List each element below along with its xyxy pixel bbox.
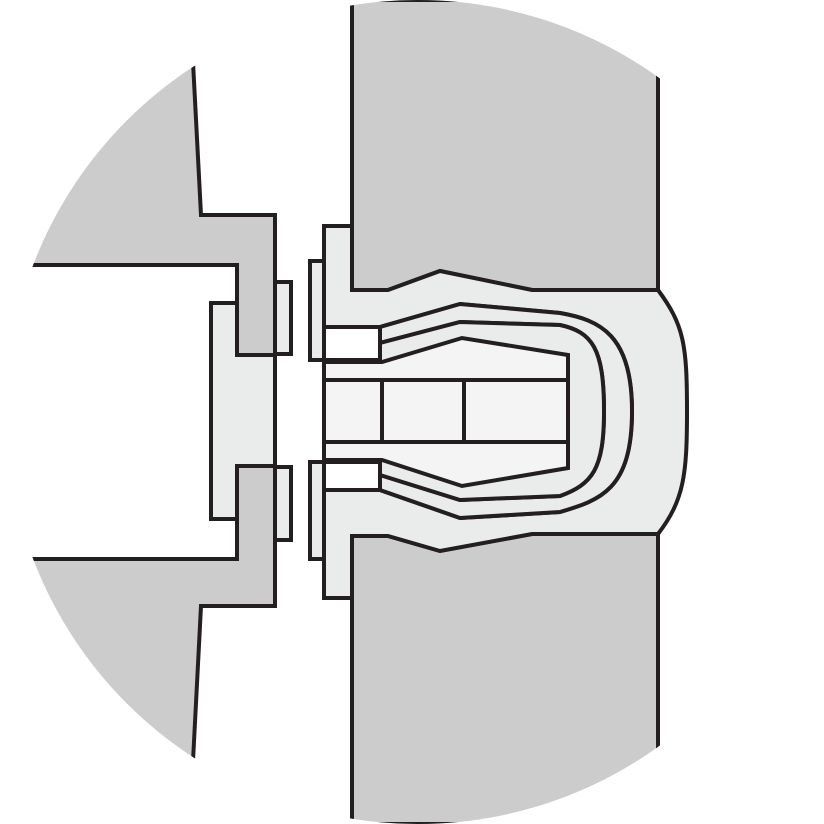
- washer-lower: [273, 465, 293, 542]
- washer-upper: [273, 280, 293, 356]
- fastener-flange-upper: [308, 259, 326, 362]
- right-panel-lower: [350, 532, 660, 824]
- detail-callout-circle: [6, 0, 690, 824]
- inner-core-body: [322, 378, 570, 444]
- fastener-flange-lower: [308, 460, 326, 561]
- right-panel-upper: [350, 0, 660, 292]
